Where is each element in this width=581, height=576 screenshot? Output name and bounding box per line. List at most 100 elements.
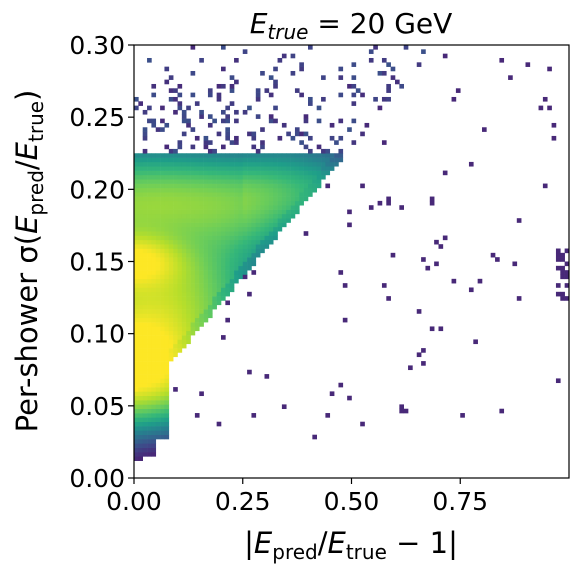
- heatmap-cell: [225, 209, 230, 215]
- heatmap-cell: [190, 300, 196, 306]
- heatmap-cell: [203, 183, 209, 189]
- heatmap-cell: [216, 170, 222, 176]
- heatmap-cell: [181, 239, 187, 245]
- heatmap-cell: [290, 153, 296, 158]
- heatmap-cell: [303, 144, 309, 150]
- heatmap-cell: [194, 170, 200, 176]
- heatmap-cell: [194, 179, 200, 184]
- heatmap-cell: [225, 291, 230, 297]
- heatmap-cell: [190, 257, 196, 262]
- heatmap-cell: [181, 118, 187, 124]
- heatmap-cell: [181, 235, 187, 241]
- heatmap-cell: [255, 213, 261, 219]
- heatmap-cell: [138, 153, 143, 158]
- heatmap-cell: [138, 287, 143, 293]
- heatmap-cell: [155, 304, 161, 310]
- heatmap-cell: [308, 101, 313, 106]
- heatmap-cell: [164, 365, 170, 371]
- heatmap-cell: [142, 352, 148, 358]
- heatmap-cell: [199, 265, 204, 271]
- heatmap-cell: [238, 179, 244, 184]
- heatmap-cell: [190, 274, 196, 280]
- heatmap-cell: [260, 218, 265, 223]
- heatmap-cell: [164, 161, 170, 167]
- heatmap-cell: [294, 183, 300, 189]
- heatmap-cell: [203, 179, 209, 184]
- heatmap-cell: [212, 274, 217, 280]
- heatmap-cell: [212, 226, 217, 232]
- heatmap-cell: [168, 356, 174, 362]
- heatmap-cell: [207, 313, 213, 319]
- heatmap-cell: [151, 83, 157, 89]
- heatmap-cell: [281, 174, 287, 180]
- heatmap-cell: [234, 157, 239, 163]
- heatmap-cell: [203, 278, 209, 284]
- heatmap-cell: [147, 274, 152, 280]
- heatmap-cell: [173, 261, 178, 267]
- heatmap-cell: [229, 226, 235, 232]
- heatmap-cell: [160, 378, 165, 384]
- heatmap-cell: [207, 140, 213, 145]
- heatmap-cell: [177, 322, 183, 327]
- heatmap-cell: [207, 200, 213, 206]
- heatmap-cell: [312, 187, 317, 193]
- heatmap-cell: [155, 348, 161, 353]
- heatmap-cell: [199, 261, 204, 267]
- heatmap-cell: [190, 205, 196, 210]
- heatmap-cell: [386, 88, 391, 93]
- heatmap-cell: [181, 257, 187, 262]
- heatmap-cell: [247, 226, 252, 232]
- heatmap-cell: [147, 118, 152, 124]
- heatmap-cell: [268, 192, 274, 197]
- heatmap-cell: [142, 330, 148, 336]
- heatmap-cell: [138, 166, 143, 171]
- heatmap-cell: [164, 252, 170, 258]
- heatmap-cell: [194, 153, 200, 158]
- heatmap-cell: [251, 218, 257, 223]
- heatmap-cell: [490, 252, 496, 258]
- heatmap-cell: [142, 192, 148, 197]
- heatmap-cell: [308, 148, 313, 154]
- heatmap-cell: [134, 239, 139, 245]
- heatmap-cell: [294, 174, 300, 180]
- heatmap-cell: [308, 192, 313, 197]
- heatmap-cell: [221, 222, 226, 228]
- heatmap-cell: [134, 274, 139, 280]
- heatmap-cell: [207, 222, 213, 228]
- heatmap-cell: [303, 174, 309, 180]
- heatmap-cell: [190, 196, 196, 202]
- heatmap-cell: [251, 226, 257, 232]
- heatmap-cell: [251, 244, 257, 249]
- heatmap-cell: [238, 235, 244, 241]
- heatmap-cell: [173, 222, 178, 228]
- heatmap-cell: [177, 291, 183, 297]
- heatmap-cell: [212, 278, 217, 284]
- heatmap-cell: [199, 170, 204, 176]
- heatmap-cell: [225, 257, 230, 262]
- heatmap-cell: [268, 231, 274, 236]
- heatmap-cell: [338, 92, 344, 98]
- heatmap-cell: [203, 144, 209, 150]
- heatmap-cell: [299, 161, 304, 167]
- heatmap-cell: [168, 335, 174, 340]
- heatmap-cell: [303, 231, 309, 236]
- heatmap-cell: [242, 161, 248, 167]
- heatmap-cell: [334, 157, 339, 163]
- heatmap-cell: [134, 322, 139, 327]
- heatmap-cell: [177, 192, 183, 197]
- heatmap-cell: [229, 88, 235, 93]
- heatmap-cell: [186, 226, 191, 232]
- heatmap-cell: [203, 170, 209, 176]
- heatmap-cell: [312, 434, 317, 440]
- heatmap-cell: [151, 426, 157, 431]
- heatmap-cell: [225, 252, 230, 258]
- heatmap-cell: [508, 75, 513, 80]
- heatmap-cell: [194, 244, 200, 249]
- heatmap-cell: [212, 252, 217, 258]
- heatmap-cell: [555, 248, 561, 254]
- heatmap-cell: [147, 322, 152, 327]
- heatmap-cell: [225, 196, 230, 202]
- heatmap-cell: [177, 231, 183, 236]
- heatmap-cell: [155, 313, 161, 319]
- heatmap-cell: [155, 322, 161, 327]
